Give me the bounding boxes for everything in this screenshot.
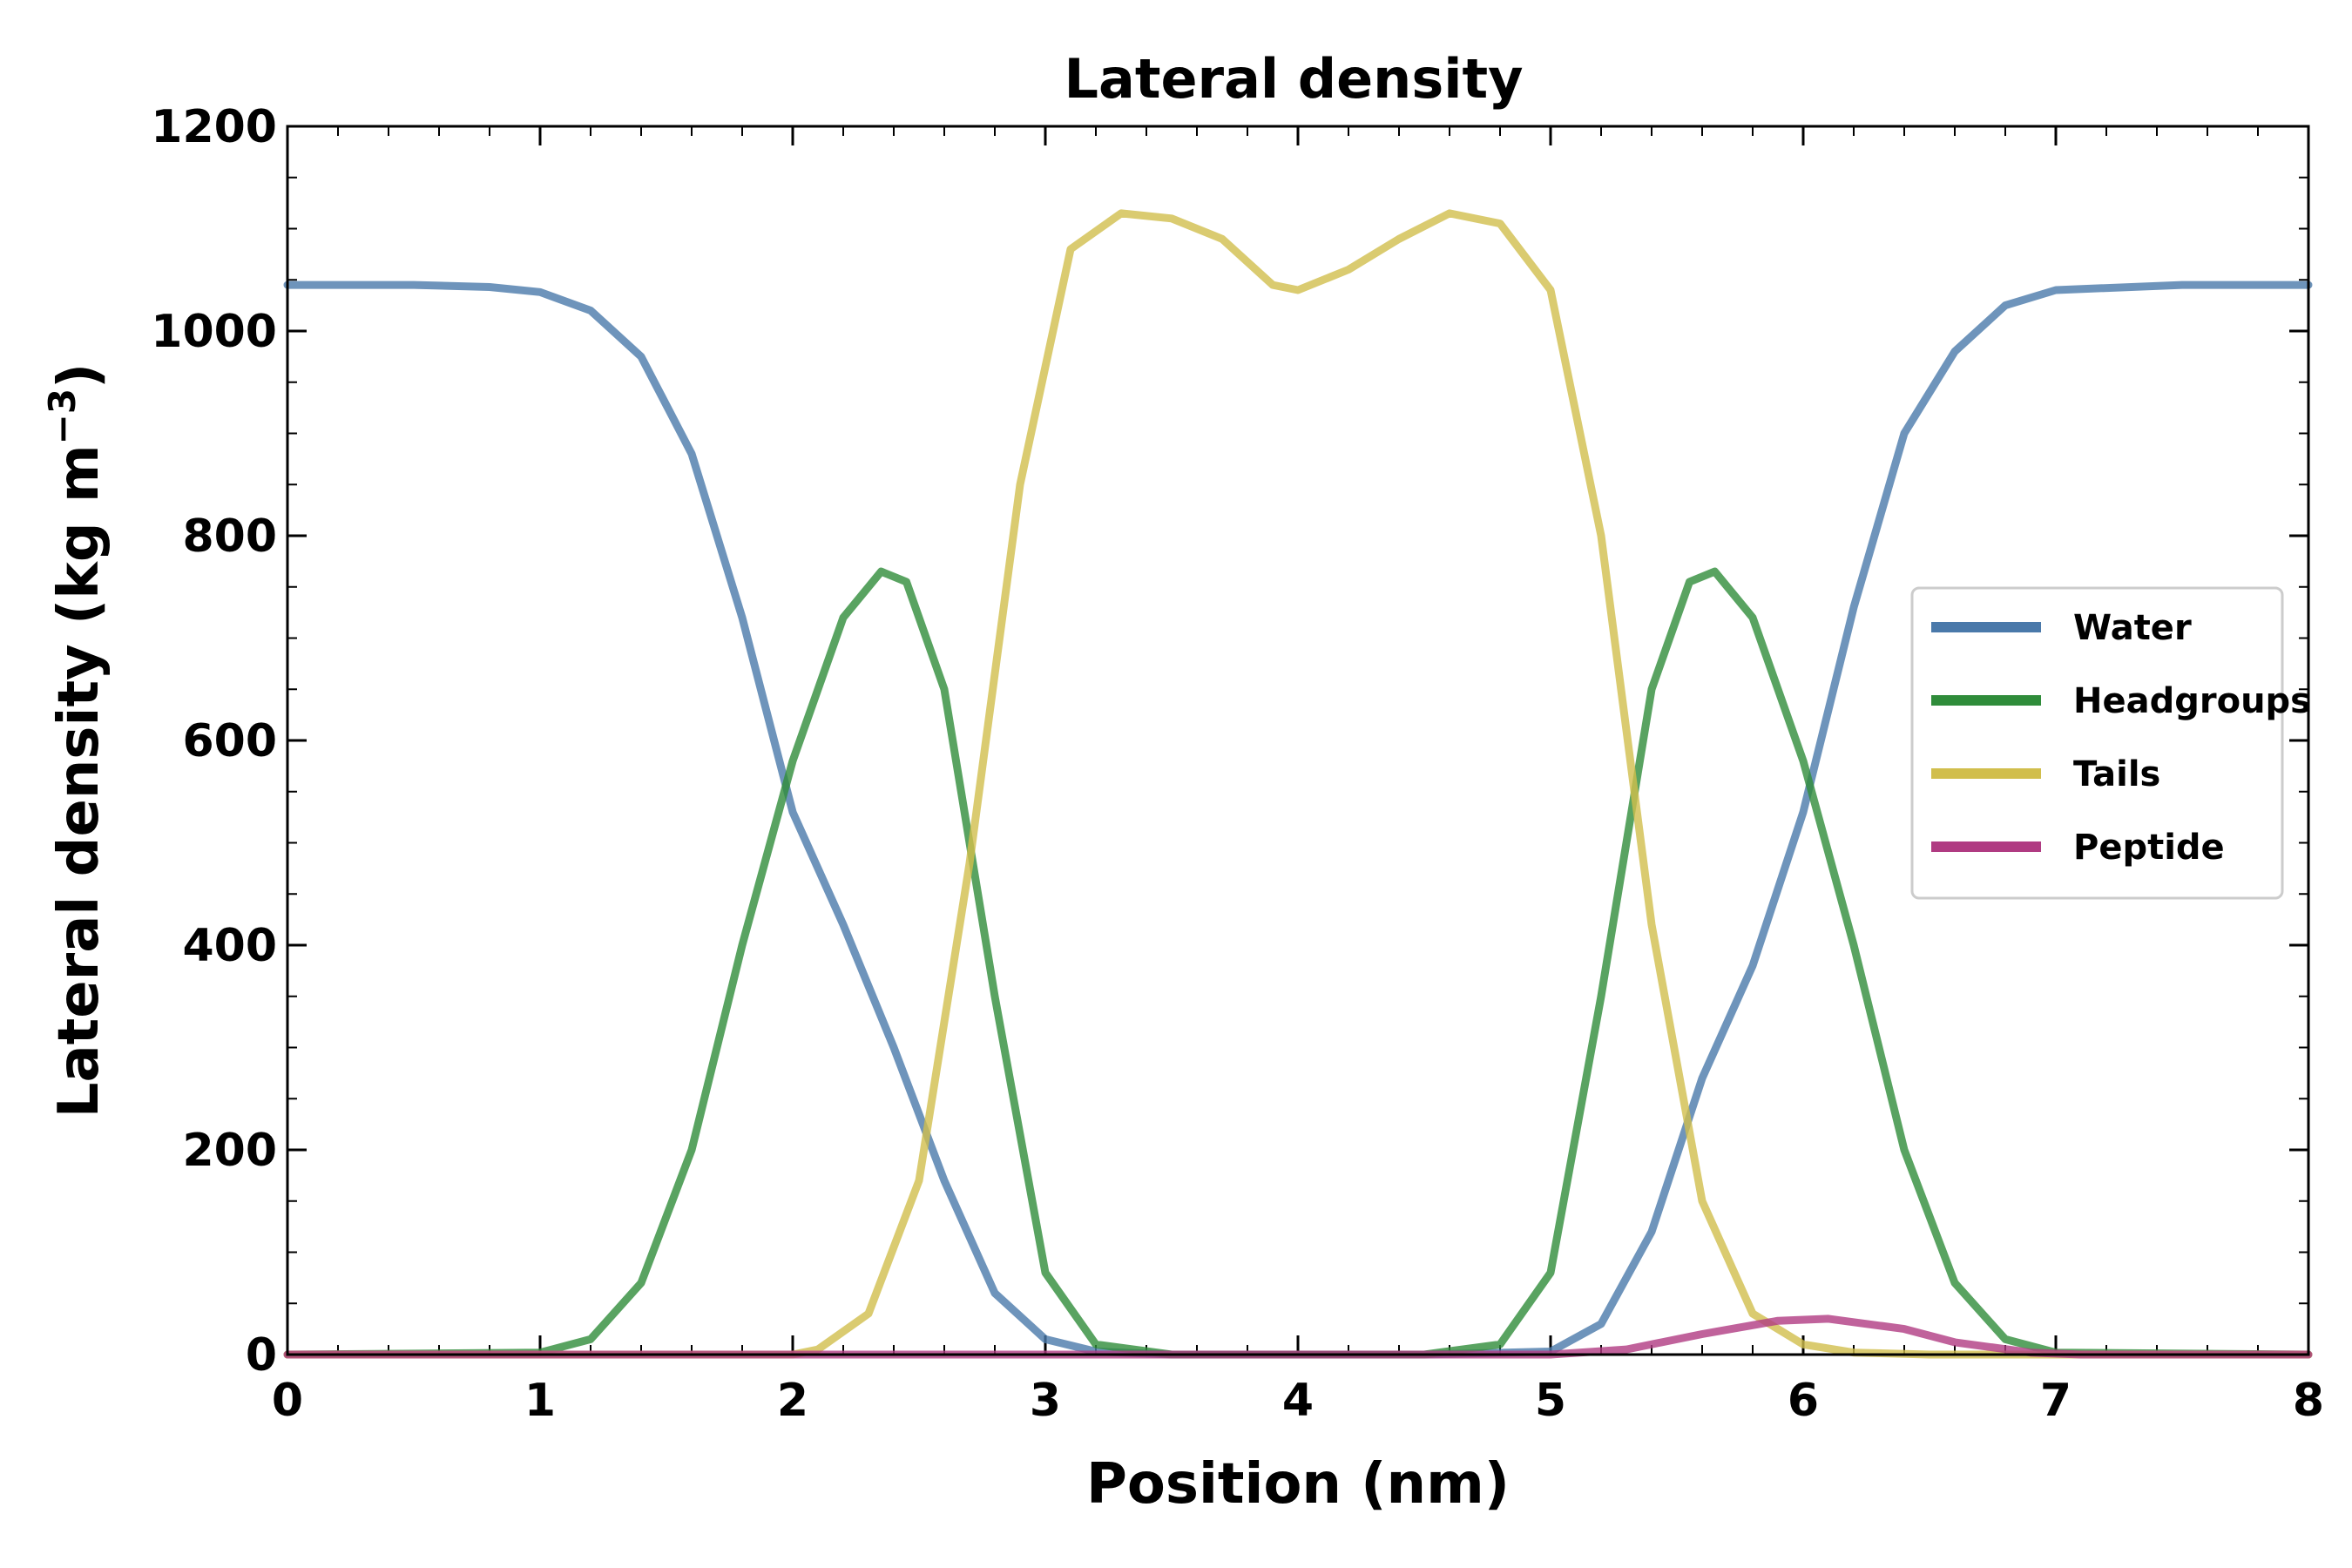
x-tick-label: 0 xyxy=(272,1375,303,1427)
y-tick-label: 1200 xyxy=(151,101,277,153)
x-tick-label: 7 xyxy=(2040,1375,2072,1427)
x-tick-label: 8 xyxy=(2293,1375,2324,1427)
y-tick-label: 400 xyxy=(182,920,277,972)
plot-frame xyxy=(286,125,2310,1356)
legend-label-peptide: Peptide xyxy=(2073,828,2225,868)
series-line-tails xyxy=(283,209,2313,1359)
legend-label-water: Water xyxy=(2073,608,2192,648)
x-tick-label: 5 xyxy=(1535,1375,1566,1427)
x-axis-label: Position (nm) xyxy=(1086,1452,1510,1517)
x-axis-ticks: 0 1 2 3 4 5 6 7 8 xyxy=(272,126,2324,1427)
y-axis-label: Lateral density (kg m−3) xyxy=(41,363,112,1119)
x-tick-label: 3 xyxy=(1030,1375,1061,1427)
chart-title: Lateral density xyxy=(1064,47,1523,111)
legend-box xyxy=(1910,586,2284,900)
x-tick-label: 2 xyxy=(777,1375,808,1427)
y-tick-label: 600 xyxy=(182,715,277,767)
legend-label-headgroups: Headgroups xyxy=(2073,681,2311,721)
x-tick-label: 4 xyxy=(1282,1375,1314,1427)
legend-label-tails: Tails xyxy=(2073,754,2160,794)
y-tick-label: 200 xyxy=(182,1125,277,1177)
x-tick-label: 1 xyxy=(524,1375,556,1427)
y-tick-label: 800 xyxy=(182,510,277,563)
y-axis-ticks: 0 200 400 600 800 1000 1200 xyxy=(151,101,2308,1382)
series-line-peptide xyxy=(283,1315,2313,1359)
series-lines xyxy=(283,209,2313,1359)
y-axis-label-superscript: −3 xyxy=(41,389,84,444)
x-tick-label: 6 xyxy=(1788,1375,1819,1427)
legend: Water Headgroups Tails Peptide xyxy=(1910,586,2311,900)
y-tick-label: 0 xyxy=(246,1329,277,1382)
y-tick-label: 1000 xyxy=(151,306,277,358)
y-axis-label-main: Lateral density (kg m xyxy=(47,444,112,1118)
y-axis-label-close: ) xyxy=(47,363,112,389)
